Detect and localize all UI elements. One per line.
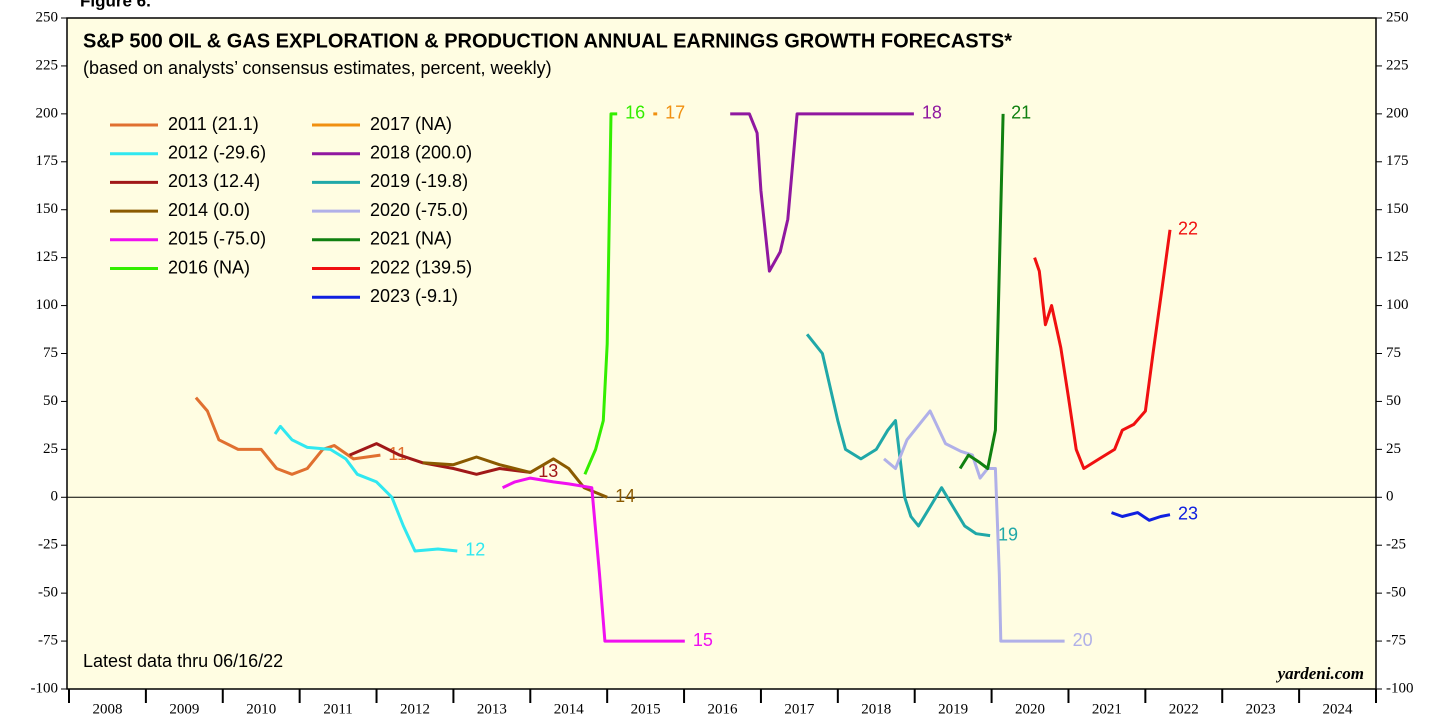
legend-label: 2023 (-9.1) bbox=[370, 286, 458, 306]
y-tick-label: -75 bbox=[38, 633, 58, 649]
series-line bbox=[194, 396, 381, 476]
end-label: 23 bbox=[1178, 503, 1198, 523]
y-tick-label: 0 bbox=[51, 489, 59, 505]
y2-tick-label: 100 bbox=[1386, 297, 1409, 313]
x-tick-label: 2009 bbox=[169, 701, 199, 717]
y-tick-label: 150 bbox=[36, 201, 59, 217]
x-tick-label: 2013 bbox=[477, 701, 507, 717]
end-label: 21 bbox=[1011, 103, 1031, 123]
x-tick-label: 2021 bbox=[1092, 701, 1122, 717]
y2-tick-label: -50 bbox=[1386, 585, 1406, 601]
end-label: 18 bbox=[922, 103, 942, 123]
y2-tick-label: -25 bbox=[1386, 537, 1406, 553]
x-tick-label: 2011 bbox=[323, 701, 352, 717]
x-tick-label: 2010 bbox=[246, 701, 276, 717]
series-line bbox=[1110, 511, 1171, 522]
end-label: 15 bbox=[693, 630, 713, 650]
y-tick-label: -25 bbox=[38, 537, 58, 553]
series-line bbox=[1033, 229, 1172, 470]
legend-label: 2011 (21.1) bbox=[168, 114, 259, 134]
end-label: 12 bbox=[465, 540, 485, 560]
series-line bbox=[349, 442, 531, 476]
x-tick-label: 2020 bbox=[1015, 701, 1045, 717]
series-line bbox=[958, 113, 1005, 470]
y-tick-label: 125 bbox=[36, 249, 59, 265]
y-tick-label: -50 bbox=[38, 585, 58, 601]
y-tick-label: 225 bbox=[36, 57, 59, 73]
series-line bbox=[883, 409, 1065, 643]
x-tick-label: 2022 bbox=[1169, 701, 1199, 717]
y2-tick-label: 125 bbox=[1386, 249, 1409, 265]
legend-label: 2017 (NA) bbox=[370, 114, 452, 134]
end-label: 17 bbox=[665, 103, 685, 123]
y2-tick-label: 200 bbox=[1386, 105, 1409, 121]
y2-tick-label: 225 bbox=[1386, 57, 1409, 73]
legend-label: 2016 (NA) bbox=[168, 257, 250, 277]
y2-tick-label: 150 bbox=[1386, 201, 1409, 217]
end-label: 22 bbox=[1178, 219, 1198, 239]
y2-tick-label: 50 bbox=[1386, 393, 1401, 409]
legend-label: 2013 (12.4) bbox=[168, 171, 260, 191]
y-tick-label: 100 bbox=[36, 297, 59, 313]
series-line bbox=[730, 112, 914, 273]
y2-tick-label: 0 bbox=[1386, 489, 1394, 505]
y2-tick-label: -75 bbox=[1386, 633, 1406, 649]
y2-tick-label: 175 bbox=[1386, 153, 1409, 169]
y2-tick-label: 25 bbox=[1386, 441, 1401, 457]
y-tick-label: 250 bbox=[36, 9, 59, 25]
chart-subtitle: (based on analysts’ consensus estimates,… bbox=[83, 58, 552, 78]
y-tick-label: 175 bbox=[36, 153, 59, 169]
y2-tick-label: 250 bbox=[1386, 9, 1409, 25]
x-tick-label: 2018 bbox=[861, 701, 891, 717]
plot-area bbox=[66, 17, 1377, 690]
legend-label: 2014 (0.0) bbox=[168, 200, 250, 220]
x-tick-label: 2015 bbox=[631, 701, 661, 717]
series-line bbox=[583, 112, 618, 475]
source: yardeni.com bbox=[1276, 664, 1364, 683]
x-tick-label: 2016 bbox=[708, 701, 739, 717]
end-label: 19 bbox=[998, 524, 1018, 544]
note: Latest data thru 06/16/22 bbox=[83, 651, 283, 671]
end-label: 20 bbox=[1073, 630, 1093, 650]
x-tick-label: 2024 bbox=[1323, 701, 1354, 717]
legend-label: 2015 (-75.0) bbox=[168, 229, 266, 249]
legend-label: 2022 (139.5) bbox=[370, 257, 472, 277]
series-line bbox=[422, 455, 608, 499]
legend-label: 2012 (-29.6) bbox=[168, 142, 266, 162]
y-tick-label: 50 bbox=[43, 393, 58, 409]
x-tick-label: 2014 bbox=[554, 701, 585, 717]
series-line bbox=[805, 333, 991, 538]
y-tick-label: 200 bbox=[36, 105, 59, 121]
y-tick-label: 25 bbox=[43, 441, 58, 457]
x-tick-label: 2008 bbox=[92, 701, 122, 717]
legend-label: 2021 (NA) bbox=[370, 229, 452, 249]
end-label: 13 bbox=[538, 461, 558, 481]
y2-tick-label: 75 bbox=[1386, 345, 1401, 361]
x-tick-label: 2019 bbox=[938, 701, 968, 717]
end-label: 16 bbox=[625, 103, 645, 123]
y-tick-label: -100 bbox=[31, 680, 59, 696]
x-tick-label: 2023 bbox=[1246, 701, 1276, 717]
x-tick-label: 2012 bbox=[400, 701, 430, 717]
y-tick-label: 75 bbox=[43, 345, 58, 361]
series-line bbox=[501, 476, 685, 643]
series-line bbox=[273, 424, 458, 553]
x-tick-label: 2017 bbox=[784, 701, 815, 717]
y2-tick-label: -100 bbox=[1386, 680, 1414, 696]
legend-label: 2019 (-19.8) bbox=[370, 171, 468, 191]
legend-label: 2018 (200.0) bbox=[370, 142, 472, 162]
chart-title: S&P 500 OIL & GAS EXPLORATION & PRODUCTI… bbox=[83, 30, 1012, 52]
end-label: 14 bbox=[615, 486, 635, 506]
legend-label: 2020 (-75.0) bbox=[370, 200, 468, 220]
figure-label: Figure 6. bbox=[80, 0, 151, 10]
